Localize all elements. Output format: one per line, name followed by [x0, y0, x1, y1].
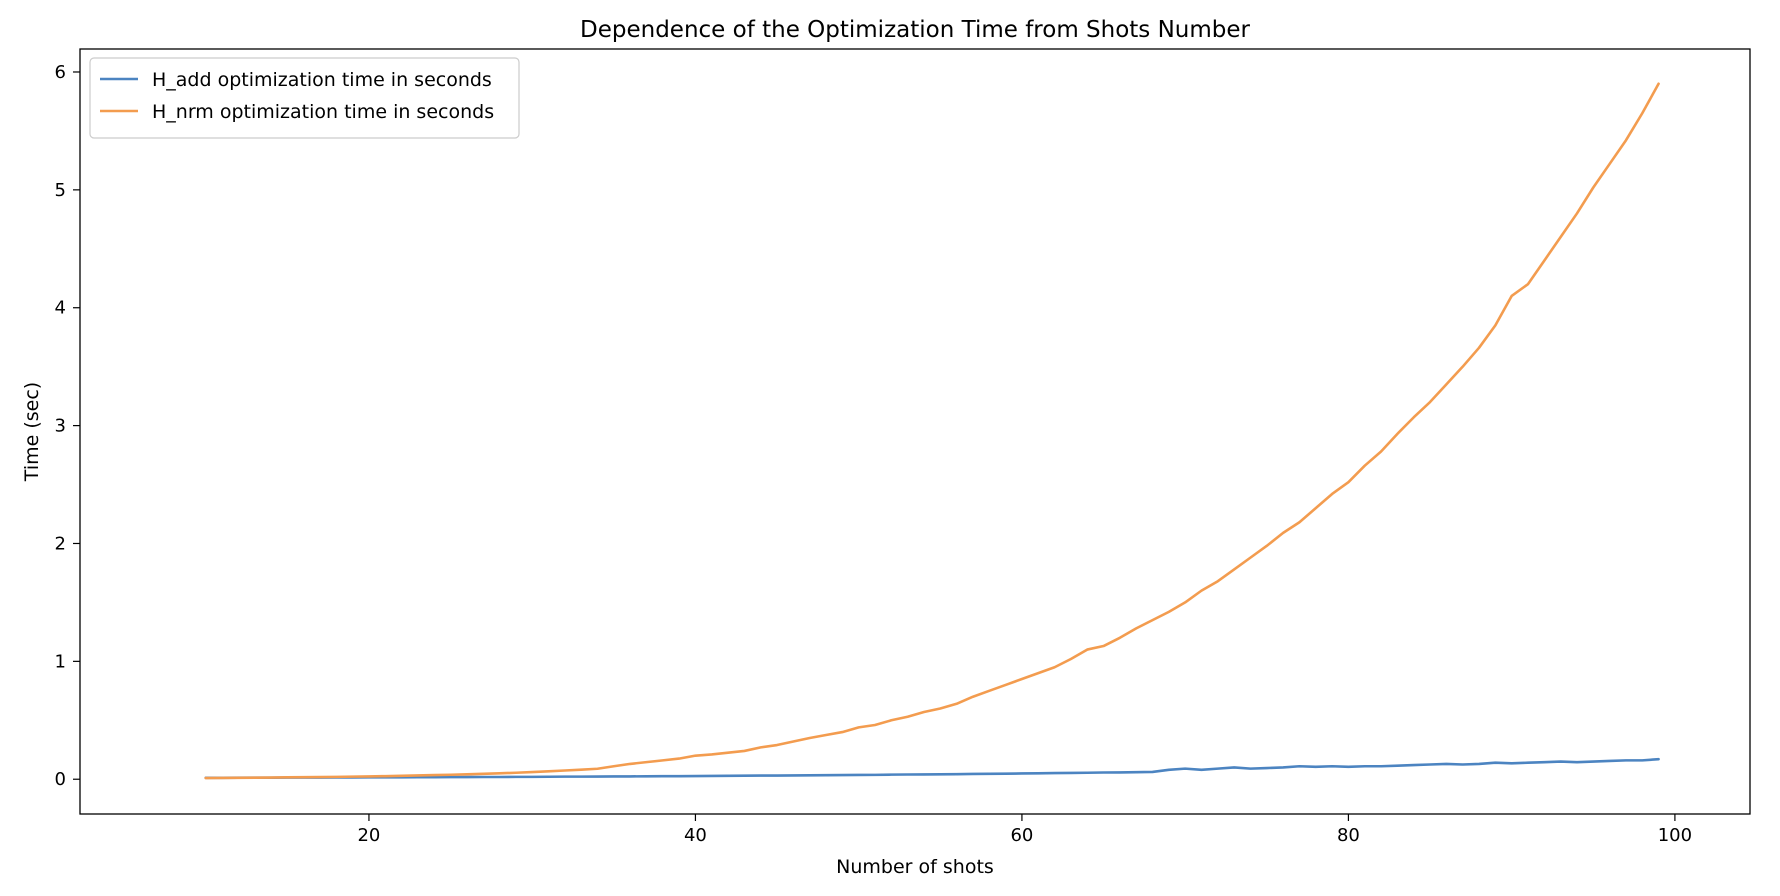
x-tick-label: 40 — [684, 825, 707, 846]
y-axis-ticks: 0 1 2 3 4 5 6 — [55, 62, 80, 790]
y-tick-label: 4 — [55, 298, 66, 319]
y-axis-label: Time (sec) — [21, 382, 43, 482]
x-axis-ticks: 20 40 60 80 100 — [357, 814, 1692, 846]
y-tick-label: 3 — [55, 416, 66, 437]
y-tick-label: 2 — [55, 533, 66, 554]
x-tick-label: 100 — [1658, 825, 1692, 846]
x-tick-label: 60 — [1010, 825, 1033, 846]
series-line-2 — [204, 82, 1660, 780]
legend: H_add optimization time in seconds H_nrm … — [89, 57, 520, 139]
x-tick-label: 80 — [1337, 825, 1360, 846]
legend-label-2: H_nrm optimization time in seconds — [152, 101, 494, 123]
series-layer — [204, 82, 1660, 780]
plot-area-frame — [79, 48, 1751, 815]
x-axis-label: Number of shots — [836, 856, 994, 878]
chart-title: Dependence of the Optimization Time from… — [580, 17, 1251, 43]
y-tick-label: 6 — [55, 62, 66, 83]
legend-label-1: H_add optimization time in seconds — [152, 69, 492, 91]
y-tick-label: 5 — [55, 180, 66, 201]
y-tick-label: 1 — [55, 651, 66, 672]
y-tick-label: 0 — [55, 769, 66, 790]
x-tick-label: 20 — [357, 825, 380, 846]
legend-box — [89, 57, 520, 139]
series-line-1 — [204, 757, 1660, 780]
